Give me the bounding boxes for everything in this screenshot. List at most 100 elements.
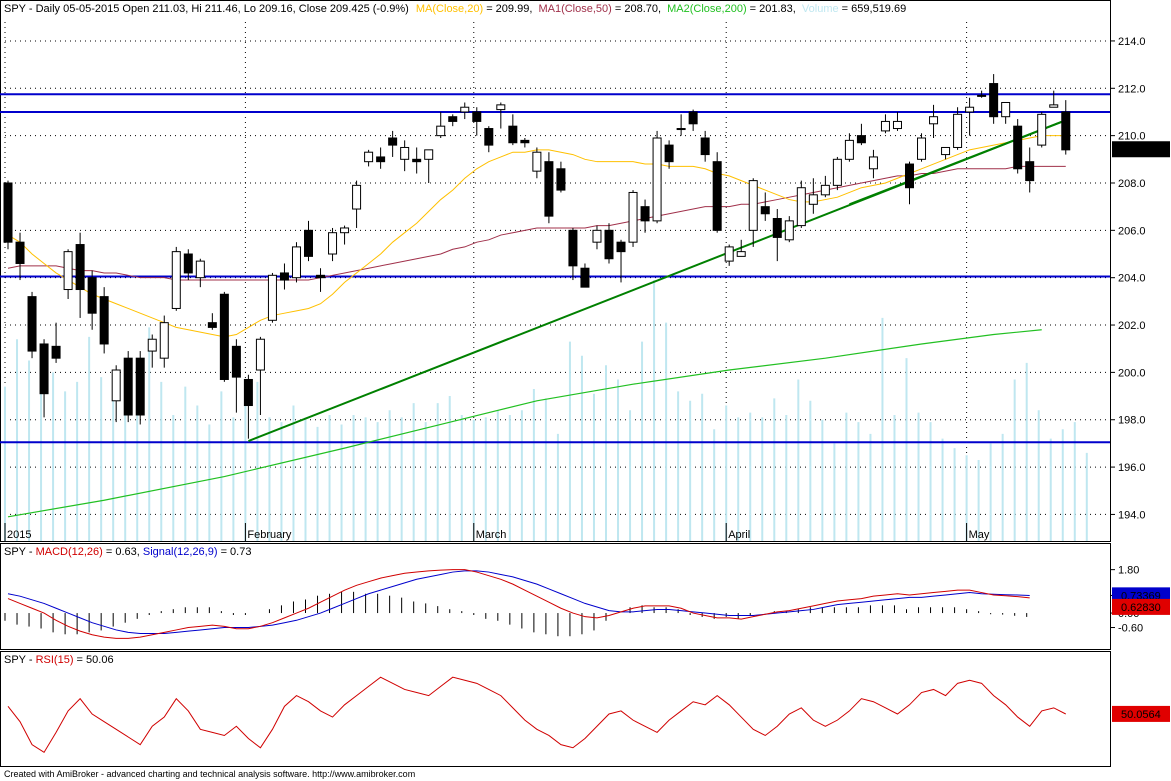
price-tick-label: 206.0 (1118, 225, 1146, 237)
rsi-panel: 50.0564 (7, 676, 1170, 754)
candle-down (135, 357, 145, 416)
candle-up (496, 104, 506, 111)
ma200-value: = 201.83, (747, 3, 796, 15)
price-tick-label: 212.0 (1118, 83, 1146, 95)
trend-line (849, 120, 1063, 206)
trend-lines (248, 120, 1063, 442)
candle-down (243, 378, 253, 407)
ma20-label: MA(Close,20) (416, 3, 483, 15)
candle-down (508, 125, 518, 144)
price-axis: 214.0 212.0 210.0 208.0 206.0 204.0 202.0 200.0… (1110, 36, 1170, 521)
date-tick-label: February (247, 529, 292, 541)
ma200-line (7, 329, 1042, 518)
candle-up (159, 322, 169, 359)
candle-up (1037, 113, 1047, 146)
macd-header: SPY - MACD(12,26) = 0.63, Signal(12,26,9… (4, 546, 251, 558)
candle-up (844, 139, 854, 160)
ma50-value: = 208.70, (612, 3, 661, 15)
candle-down (87, 277, 97, 314)
candle-down (616, 241, 626, 253)
candle-down (905, 163, 914, 189)
candle-up (628, 191, 638, 243)
candle-up (352, 184, 362, 210)
candle-up (424, 149, 434, 160)
candle-up (255, 338, 265, 371)
last-price-tag (1112, 141, 1170, 158)
candle-down (27, 296, 37, 352)
candle-down (568, 229, 578, 267)
candle-down (760, 206, 770, 215)
candle-up (1001, 101, 1011, 118)
candle-up (953, 113, 963, 148)
candle-up (63, 251, 73, 291)
candle-down (15, 241, 25, 264)
candle-up (436, 125, 446, 137)
candles (3, 74, 1071, 439)
ma200-label: MA2(Close,200) (667, 3, 746, 15)
ma20-value: = 209.99, (483, 3, 532, 15)
candle-down (604, 229, 614, 260)
candle-up (832, 158, 842, 186)
candle-down (51, 345, 61, 359)
candle-down (772, 217, 782, 238)
candle-down (316, 274, 326, 279)
candle-up (977, 94, 987, 97)
candle-up (917, 137, 927, 160)
date-tick-label: 2015 (7, 529, 31, 541)
candle-up (808, 194, 818, 205)
price-tick-label: 208.0 (1118, 178, 1146, 190)
candle-up (676, 128, 686, 131)
candle-up (340, 227, 350, 234)
rsi-value-tag (1112, 705, 1170, 722)
candle-up (868, 156, 878, 170)
price-tick-label: 196.0 (1118, 462, 1146, 474)
last-price-label: 209.425 (1118, 144, 1158, 156)
candle-up (195, 260, 205, 279)
macd-value-tag (1112, 598, 1170, 615)
candle-down (556, 168, 566, 191)
candle-down (544, 161, 554, 217)
candle-up (328, 232, 338, 255)
candle-down (304, 229, 313, 257)
rsi-panel-frame (0, 651, 1111, 767)
candle-down (688, 111, 698, 125)
macd-value: = 0.63, (103, 546, 143, 558)
price-tick-label: 198.0 (1118, 415, 1146, 427)
candle-up (784, 220, 794, 241)
candle-up (592, 229, 602, 243)
candle-down (388, 137, 398, 146)
candle-down (123, 357, 133, 416)
ma50-label: MA1(Close,50) (538, 3, 611, 15)
macd-tick-label: -0.60 (1118, 623, 1143, 635)
candle-down (75, 244, 85, 291)
candle-up (724, 246, 734, 262)
candle-up (880, 120, 890, 132)
price-tick-label: 204.0 (1118, 273, 1146, 285)
macd-line (7, 569, 1030, 639)
candle-down (183, 253, 193, 274)
candle-down (472, 111, 482, 122)
candle-up (820, 184, 830, 196)
date-tick-label: April (728, 529, 750, 541)
rsi-label: RSI(15) (36, 654, 74, 666)
price-tick-label: 214.0 (1118, 36, 1146, 48)
signal-label: Signal(12,26,9) (143, 546, 218, 558)
candle-up (171, 251, 181, 309)
candle-up (796, 187, 806, 227)
price-tick-label: 194.0 (1118, 509, 1146, 521)
candle-up (364, 151, 374, 163)
date-tick-label: May (969, 529, 990, 541)
macd-header-prefix: SPY - (4, 546, 36, 558)
candle-down (580, 267, 590, 288)
candle-down (700, 137, 710, 156)
candle-up (291, 246, 301, 279)
rsi-header-prefix: SPY - (4, 654, 36, 666)
candle-down (412, 158, 422, 163)
candle-up (532, 151, 542, 172)
candle-down (856, 135, 866, 144)
candle-down (39, 343, 49, 395)
date-tick-label: March (476, 529, 507, 541)
candle-up (965, 106, 975, 113)
candle-up (1049, 104, 1059, 108)
